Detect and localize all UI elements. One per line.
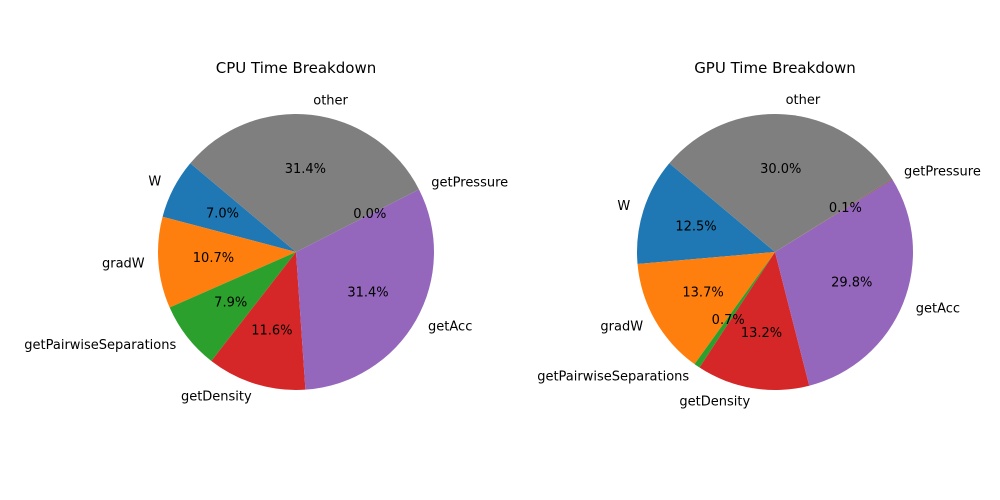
cpu-slice-w xyxy=(162,163,296,252)
cpu-label-get-pairwise-separations: getPairwiseSeparations xyxy=(24,338,176,353)
gpu-chart-title: GPU Time Breakdown xyxy=(694,59,856,77)
cpu-label-get-density: getDensity xyxy=(181,390,252,405)
gpu-percent-other: 30.0% xyxy=(760,162,801,177)
gpu-slice-get-acc xyxy=(775,179,914,386)
gpu-percent-get-density: 13.2% xyxy=(741,326,782,341)
gpu-label-get-pairwise-separations: getPairwiseSeparations xyxy=(537,370,689,385)
gpu-label-w: W xyxy=(617,199,630,214)
cpu-percent-w: 7.0% xyxy=(206,206,239,221)
cpu-percent-get-density: 11.6% xyxy=(251,324,292,339)
cpu-percent-get-pairwise-separations: 7.9% xyxy=(214,295,247,310)
cpu-slice-other xyxy=(190,114,419,252)
cpu-chart-title: CPU Time Breakdown xyxy=(216,59,376,77)
gpu-label-get-density: getDensity xyxy=(679,394,750,409)
gpu-label-grad-w: gradW xyxy=(600,320,643,335)
gpu-slice-w xyxy=(637,163,775,265)
cpu-label-grad-w: gradW xyxy=(102,256,145,271)
cpu-label-get-acc: getAcc xyxy=(428,319,472,334)
cpu-slices xyxy=(158,114,434,391)
cpu-slice-get-density xyxy=(211,252,306,391)
gpu-percent-get-pressure: 0.1% xyxy=(829,201,862,216)
cpu-percent-grad-w: 10.7% xyxy=(193,251,234,266)
cpu-slice-get-acc xyxy=(296,189,434,390)
gpu-label-get-pressure: getPressure xyxy=(904,164,981,179)
gpu-label-other: other xyxy=(786,93,821,108)
gpu-percent-get-pairwise-separations: 0.7% xyxy=(712,313,745,328)
cpu-label-other: other xyxy=(313,94,348,109)
gpu-slice-get-pairwise-separations xyxy=(694,252,775,368)
cpu-percent-labels: 7.0% 10.7% 7.9% 11.6% 31.4% 0.0% 31.4% xyxy=(193,162,389,338)
cpu-label-get-pressure: getPressure xyxy=(431,176,508,191)
gpu-label-get-acc: getAcc xyxy=(916,301,960,316)
gpu-slice-other xyxy=(669,114,893,252)
cpu-label-w: W xyxy=(148,175,161,190)
gpu-slice-grad-w xyxy=(637,252,775,365)
cpu-percent-get-pressure: 0.0% xyxy=(353,207,386,222)
cpu-percent-other: 31.4% xyxy=(285,162,326,177)
gpu-percent-grad-w: 13.7% xyxy=(682,285,723,300)
gpu-percent-labels: 12.5% 13.7% 0.7%13.2% 29.8% 0.1% 30.0% xyxy=(675,162,872,341)
cpu-slice-grad-w xyxy=(158,216,296,308)
gpu-percent-w: 12.5% xyxy=(675,220,716,235)
cpu-slice-get-pairwise-separations xyxy=(169,252,296,361)
gpu-slice-get-pressure xyxy=(775,178,893,252)
gpu-percent-get-acc: 29.8% xyxy=(831,276,872,291)
gpu-slice-get-density xyxy=(699,252,810,391)
cpu-percent-get-acc: 31.4% xyxy=(347,285,388,300)
gpu-slices xyxy=(637,114,914,391)
